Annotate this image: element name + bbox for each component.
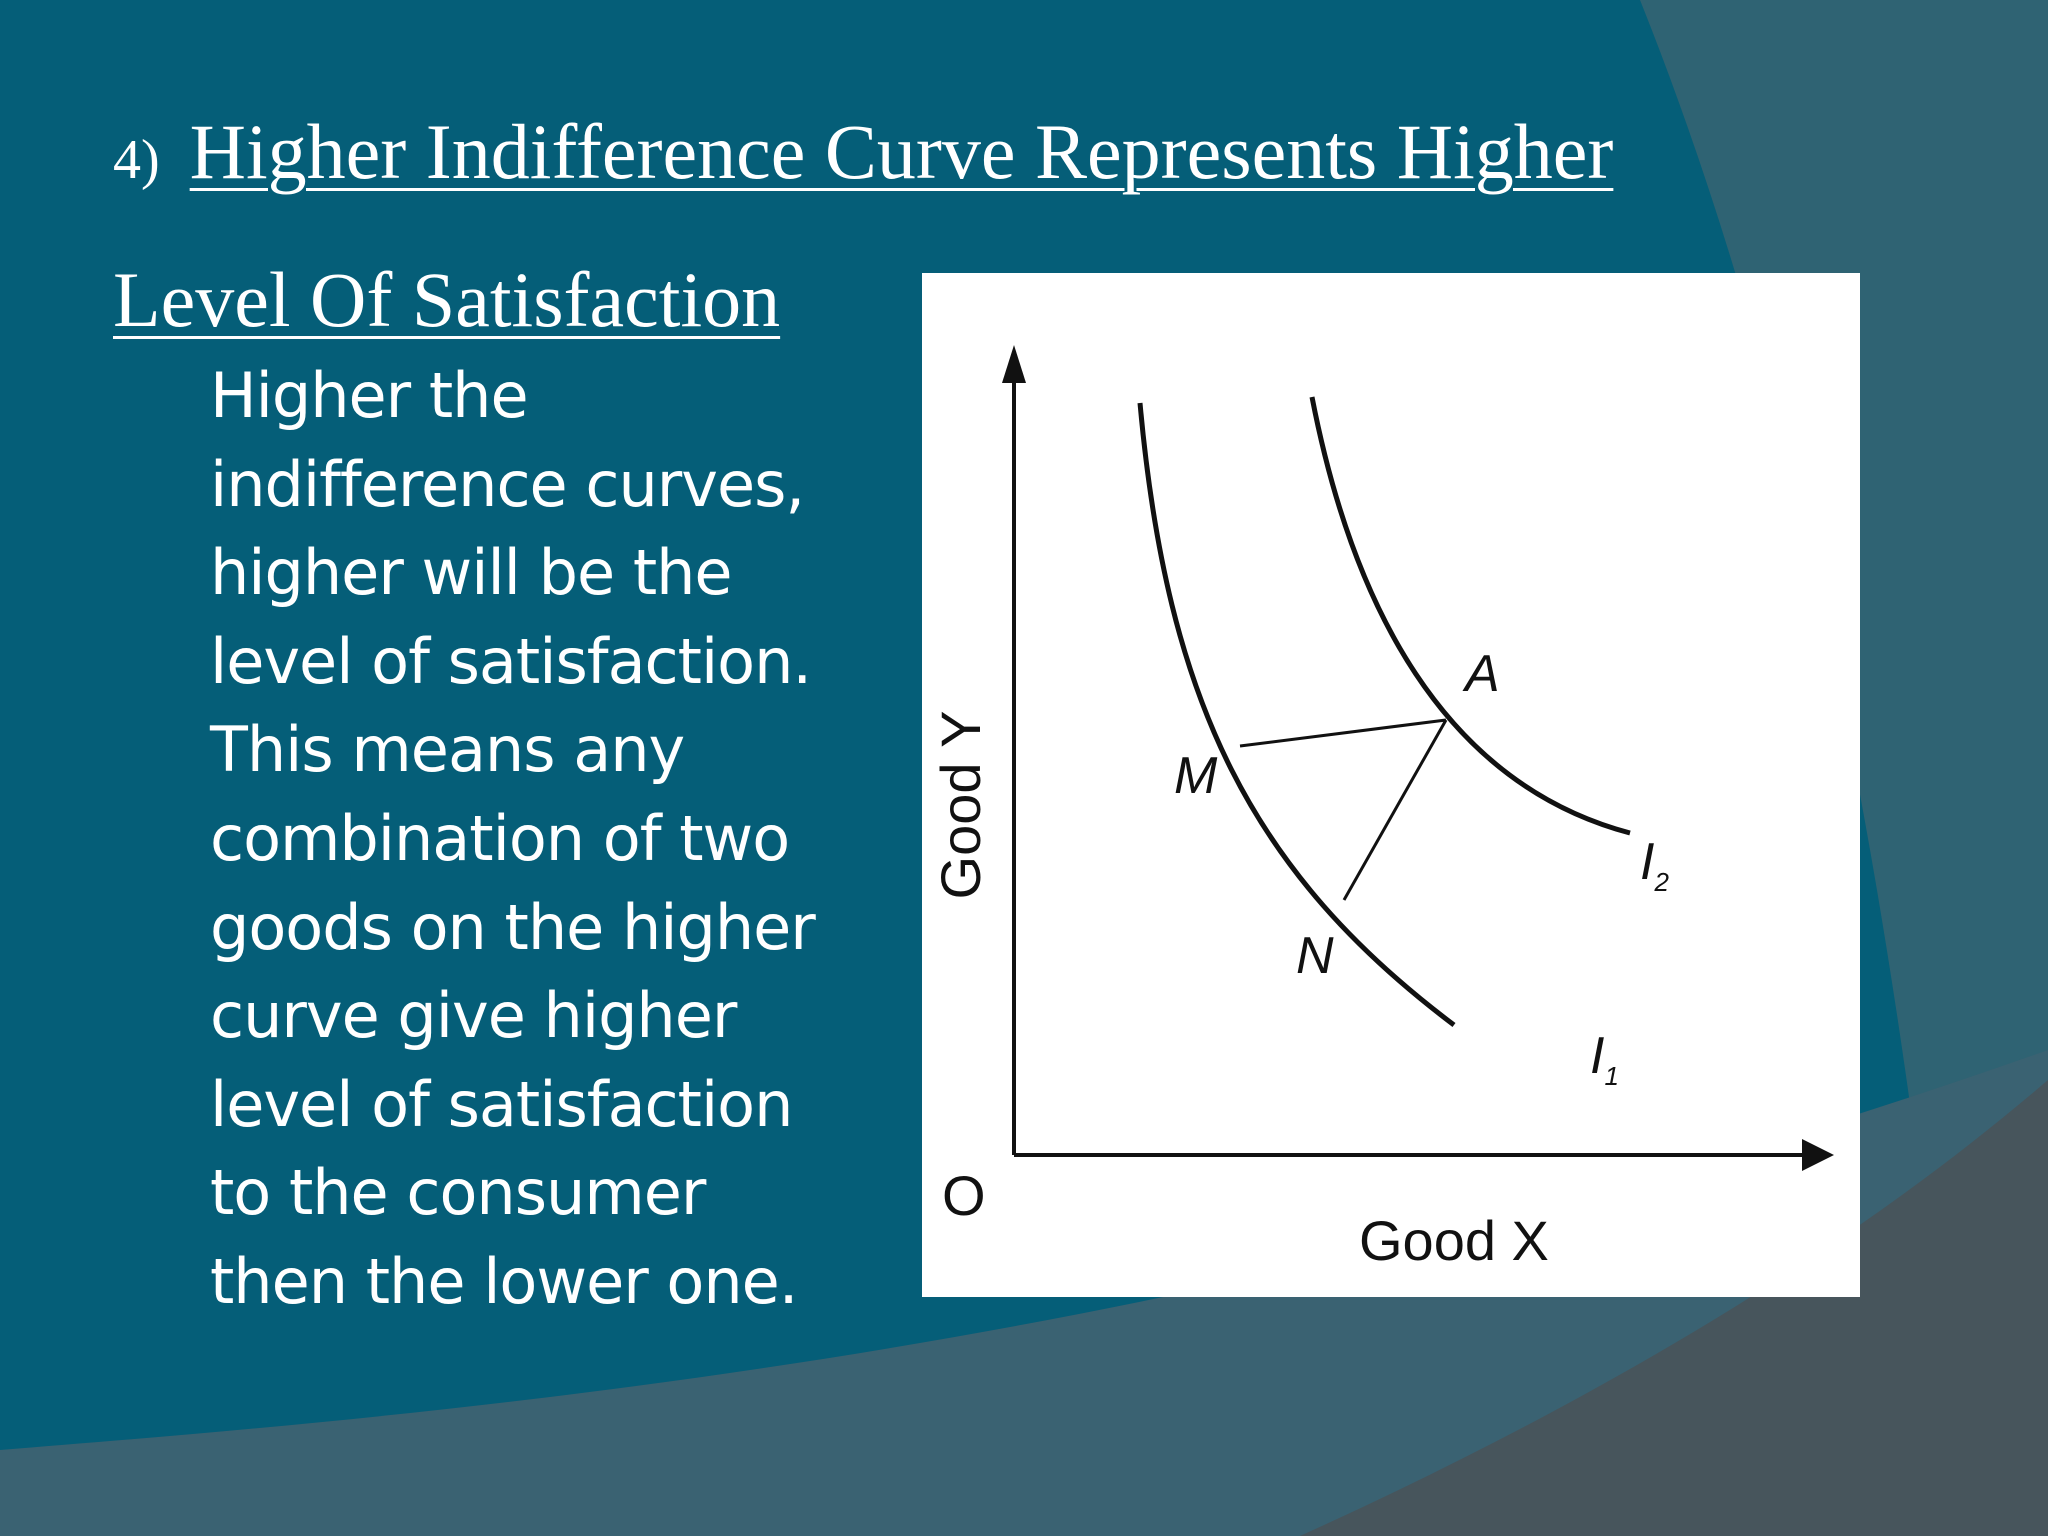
y-axis-label: Good Y [929, 711, 992, 900]
slide-heading-text: Higher Indifference Curve Represents Hig… [113, 108, 1614, 343]
curve-i2-subscript: 2 [1653, 867, 1669, 897]
point-label-a: A [1462, 645, 1500, 703]
indifference-curve-i1 [1137, 402, 1456, 1027]
curve-label-i2: I2 [1640, 833, 1669, 897]
curve-i1-subscript: 1 [1604, 1061, 1618, 1091]
line-n-to-a [1342, 719, 1448, 901]
background-bottom-band-light [0, 1050, 2048, 1536]
curve-i2-name: I [1640, 833, 1654, 891]
x-axis-label: Good X [1359, 1209, 1549, 1272]
line-m-to-a [1239, 718, 1447, 748]
slide-number: 4) [113, 129, 160, 191]
body-text: Higher the indifference curves, higher w… [210, 359, 816, 1318]
curve-label-i1: I1 [1590, 1027, 1619, 1091]
x-axis-arrow [1802, 1139, 1834, 1171]
y-axis-arrow [1002, 345, 1026, 383]
point-label-m: M [1174, 747, 1218, 805]
curve-i1-name: I [1590, 1027, 1604, 1085]
indifference-curve-diagram: A M N I2 I1 O Good X Good Y [922, 273, 1860, 1297]
background-bottom-band-dark [1300, 1080, 2048, 1536]
slide-heading: 4) Higher Indifference Curve Represents H… [113, 82, 1693, 370]
origin-label: O [942, 1164, 986, 1227]
point-label-n: N [1296, 927, 1334, 985]
indifference-curve-i2 [1309, 396, 1631, 836]
